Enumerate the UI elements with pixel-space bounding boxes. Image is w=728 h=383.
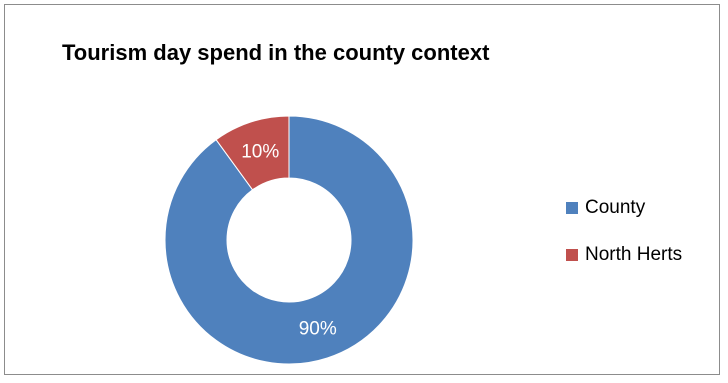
legend-label-county: County — [585, 197, 646, 218]
donut-slice-labels: 90% 10% — [241, 142, 337, 340]
slice-label-county: 90% — [299, 318, 337, 339]
donut-slice-county — [164, 115, 414, 365]
legend-swatch-north-herts — [566, 249, 578, 261]
legend-swatch-county — [566, 202, 578, 214]
legend-item-county: County — [566, 196, 682, 220]
slice-label-north-herts: 10% — [241, 142, 279, 163]
legend-label-north-herts: North Herts — [585, 244, 683, 265]
donut-slice-north-herts — [215, 115, 290, 191]
donut-slices — [164, 115, 414, 365]
chart-title: Tourism day spend in the county context — [62, 40, 490, 65]
legend: County North Herts — [566, 196, 682, 290]
legend-item-north-herts: North Herts — [566, 243, 682, 267]
